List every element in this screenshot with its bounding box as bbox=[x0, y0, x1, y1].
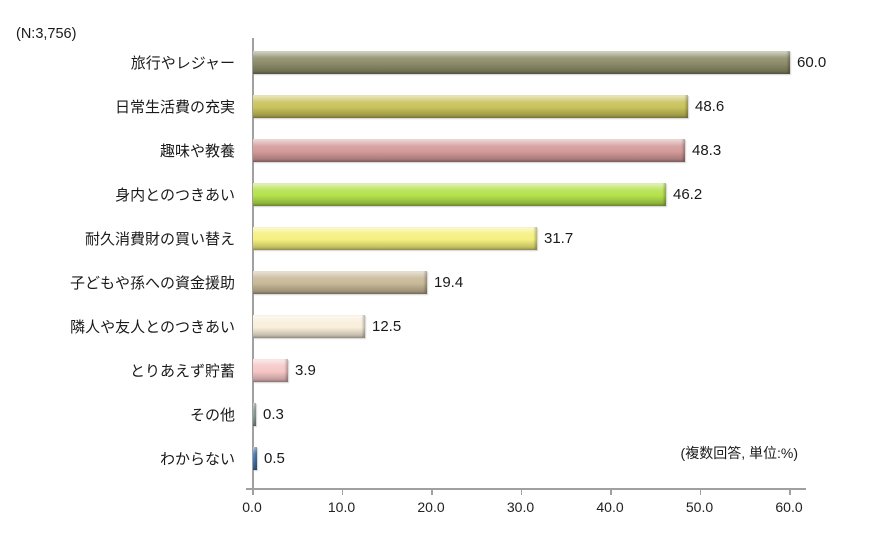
chart-row: 身内とのつきあい 46.2 bbox=[0, 172, 870, 216]
value-label: 19.4 bbox=[434, 273, 464, 291]
x-tick-label: 40.0 bbox=[596, 499, 624, 515]
bar bbox=[253, 182, 666, 206]
bar-area: 0.5 bbox=[244, 436, 870, 480]
x-tick-label: 60.0 bbox=[775, 499, 803, 515]
x-tick-label: 50.0 bbox=[685, 499, 714, 515]
chart-row: わからない 0.5 bbox=[0, 436, 870, 480]
x-tick-mark bbox=[699, 490, 701, 495]
x-tick-mark bbox=[520, 490, 522, 495]
category-label: 趣味や教養 bbox=[159, 142, 235, 160]
value-label: 48.6 bbox=[695, 97, 725, 115]
x-tick-label: 20.0 bbox=[417, 499, 445, 515]
x-tick-mark bbox=[341, 490, 343, 495]
chart-note: (複数回答, 単位:%) bbox=[680, 445, 798, 461]
x-tick-mark bbox=[252, 490, 254, 495]
value-label: 0.5 bbox=[264, 449, 285, 467]
bar bbox=[253, 138, 685, 162]
chart-row: 日常生活費の充実 48.6 bbox=[0, 84, 870, 128]
bar-area: 46.2 bbox=[244, 172, 870, 216]
category-label: 身内とのつきあい bbox=[115, 186, 235, 204]
bar-area: 3.9 bbox=[244, 348, 870, 392]
chart-row: 旅行やレジャー 60.0 bbox=[0, 40, 870, 84]
x-tick-label: 30.0 bbox=[506, 499, 535, 515]
category-label: 日常生活費の充実 bbox=[114, 98, 235, 116]
category-label: わからない bbox=[159, 450, 235, 468]
chart-row: その他 0.3 bbox=[0, 392, 870, 436]
value-label: 31.7 bbox=[544, 229, 574, 247]
value-label: 48.3 bbox=[692, 141, 722, 159]
chart-row: 趣味や教養 48.3 bbox=[0, 128, 870, 172]
value-label: 0.3 bbox=[263, 405, 284, 423]
x-tick-mark bbox=[431, 490, 433, 495]
bar bbox=[253, 402, 256, 426]
sample-size-annotation: (N:3,756) bbox=[16, 26, 77, 42]
value-label: 46.2 bbox=[673, 185, 703, 203]
bar bbox=[253, 270, 427, 294]
bar-area: 60.0 bbox=[244, 40, 870, 84]
x-tick-label: 10.0 bbox=[327, 499, 356, 515]
x-tick-mark bbox=[789, 490, 791, 495]
chart-row: とりあえず貯蓄 3.9 bbox=[0, 348, 870, 392]
x-tick-mark bbox=[610, 490, 612, 495]
bar bbox=[253, 94, 688, 118]
bar bbox=[253, 226, 537, 250]
category-label: 旅行やレジャー bbox=[130, 54, 235, 72]
category-label: 隣人や友人とのつきあい bbox=[70, 318, 235, 336]
bar bbox=[253, 446, 257, 470]
category-label: 子どもや孫への資金援助 bbox=[69, 274, 235, 292]
bar bbox=[253, 314, 365, 338]
chart-rows: 旅行やレジャー 60.0 日常生活費の充実 48.6 趣味や教養 48.3 身内… bbox=[0, 40, 870, 480]
bar-area: 48.6 bbox=[244, 84, 870, 128]
bar-area: 0.3 bbox=[244, 392, 870, 436]
bar-area: 31.7 bbox=[244, 216, 870, 260]
y-axis-line bbox=[252, 38, 254, 488]
x-axis-line bbox=[246, 488, 806, 490]
category-label: 耐久消費財の買い替え bbox=[84, 230, 235, 248]
category-label: とりあえず貯蓄 bbox=[129, 362, 235, 380]
chart-row: 隣人や友人とのつきあい 12.5 bbox=[0, 304, 870, 348]
bar-area: 19.4 bbox=[244, 260, 870, 304]
bar-area: 12.5 bbox=[244, 304, 870, 348]
value-label: 60.0 bbox=[797, 53, 827, 71]
bar-area: 48.3 bbox=[244, 128, 870, 172]
category-label: その他 bbox=[189, 406, 235, 424]
value-label: 12.5 bbox=[372, 317, 402, 335]
value-label: 3.9 bbox=[295, 361, 316, 379]
chart-row: 子どもや孫への資金援助 19.4 bbox=[0, 260, 870, 304]
bar bbox=[253, 50, 790, 74]
bar bbox=[253, 358, 288, 382]
x-tick-label: 0.0 bbox=[242, 499, 262, 515]
chart-row: 耐久消費財の買い替え 31.7 bbox=[0, 216, 870, 260]
